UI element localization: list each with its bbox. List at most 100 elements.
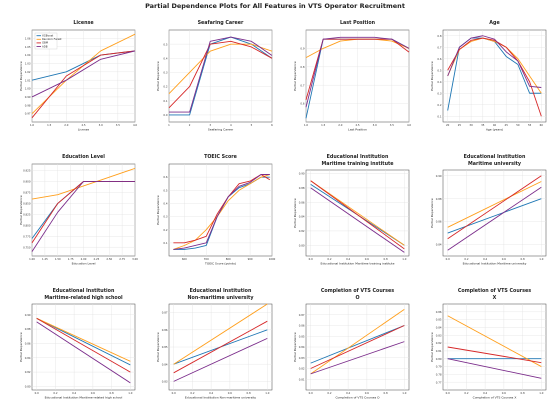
- y-tick-label: 1.02: [25, 70, 31, 74]
- y-axis-label: Partial Dependence: [430, 332, 434, 361]
- x-tick-label: 1.5: [321, 123, 325, 127]
- figure-title: Partial Dependence Plots for All Feature…: [145, 2, 405, 10]
- y-tick-label: 0.82: [25, 370, 31, 374]
- subplot-title: Maritime-related high school: [44, 295, 123, 301]
- x-tick-label: 3.5: [390, 123, 394, 127]
- x-tick-label: 0.8: [247, 391, 251, 395]
- subplot-title: Educational Institution: [190, 288, 252, 294]
- subplot-title: License: [73, 20, 94, 26]
- x-tick-label: 45: [505, 123, 509, 127]
- series-line-gbm: [168, 40, 273, 109]
- x-tick-label: 0.6: [365, 391, 369, 395]
- y-tick-label: 0.84: [162, 362, 168, 366]
- y-tick-label: 0.87: [299, 313, 305, 317]
- y-tick-label: 0.5: [437, 68, 441, 72]
- y-tick-label: 0.5: [163, 42, 167, 46]
- x-tick-label: 0.2: [464, 391, 468, 395]
- subplot-title: Educational Institution: [53, 288, 115, 294]
- y-axis-label: Partial Dependence: [19, 195, 23, 224]
- x-tick-label: 3.0: [373, 123, 377, 127]
- y-tick-label: 0.88: [299, 186, 305, 190]
- y-tick-label: 0.3: [163, 71, 167, 75]
- x-tick-label: 3.0: [99, 123, 103, 127]
- series-line-adb: [173, 337, 268, 382]
- x-tick-label: 0.8: [521, 257, 525, 261]
- y-tick-label: 0.875: [23, 191, 31, 195]
- y-tick-label: 0.4: [163, 56, 167, 60]
- y-tick-label: 0.750: [23, 245, 31, 249]
- y-tick-label: 0.85: [299, 334, 305, 338]
- legend-box: [34, 32, 58, 50]
- x-tick-label: 1.25: [42, 257, 48, 261]
- y-tick-label: 0.86: [299, 200, 305, 204]
- series-line-random-forest: [36, 317, 131, 362]
- series-line-gbm: [36, 317, 131, 373]
- y-tick-label: 0.6: [163, 175, 167, 179]
- y-tick-label: 0.78: [436, 372, 442, 376]
- y-tick-label: 0.88: [25, 327, 31, 331]
- y-tick-label: 0.5: [163, 188, 167, 192]
- series-line-gbm: [310, 180, 405, 250]
- x-tick-label: 1.0: [402, 257, 406, 261]
- x-tick-label: 0.2: [327, 257, 331, 261]
- legend-entry: XGBoost: [42, 34, 53, 38]
- subplot-title: X: [493, 295, 497, 301]
- y-tick-label: 0.86: [25, 342, 31, 346]
- y-tick-label: 0.8: [437, 34, 441, 38]
- series-line-adb: [173, 174, 270, 250]
- x-tick-label: 0.0: [309, 391, 313, 395]
- y-tick-label: 1.05: [25, 45, 31, 49]
- y-tick-label: 0.98: [25, 103, 31, 107]
- x-tick-label: 1.0: [539, 391, 543, 395]
- y-tick-label: 0.86: [299, 324, 305, 328]
- series-line-random-forest: [310, 180, 405, 246]
- y-tick-label: 0.99: [25, 95, 31, 99]
- x-tick-label: 60: [540, 123, 544, 127]
- x-axis-label: Educational Institution Non-maritime uni…: [185, 396, 256, 400]
- x-tick-label: 2.75: [119, 257, 125, 261]
- subplot-title: O: [355, 295, 359, 301]
- y-tick-label: 0.83: [436, 333, 442, 337]
- series-line-random-forest: [168, 43, 273, 95]
- subplot-5: Education Level 0.750 0.775 0.800 0.825 0.850…: [19, 154, 138, 266]
- y-tick-label: 0.81: [436, 349, 442, 353]
- x-tick-label: 0.4: [72, 391, 76, 395]
- series-line-gbm: [31, 50, 136, 119]
- series-line-adb: [447, 35, 542, 88]
- y-tick-label: 0.2: [437, 103, 441, 107]
- series-line-xgboost: [447, 198, 542, 234]
- subplot-title: Maritime training institute: [321, 161, 394, 167]
- y-tick-label: 0.97: [25, 112, 31, 116]
- series-line-random-forest: [310, 309, 405, 375]
- y-axis-label: Partial Dependence: [293, 198, 297, 227]
- x-tick-label: 1.0: [304, 123, 308, 127]
- y-tick-label: 0.1: [437, 114, 441, 118]
- subplot-title: Completion of VTS Courses: [321, 288, 394, 294]
- x-tick-label: 2.5: [81, 123, 85, 127]
- x-axis-label: TOEIC Score (points): [204, 262, 236, 266]
- x-tick-label: 0.0: [309, 257, 313, 261]
- subplot-title: Completion of VTS Courses: [458, 288, 531, 294]
- x-tick-label: 40: [493, 123, 497, 127]
- y-tick-label: 0.88: [436, 197, 442, 201]
- y-tick-label: 0.84: [299, 215, 305, 219]
- y-tick-label: 0.925: [23, 169, 31, 173]
- x-tick-label: 50: [516, 123, 520, 127]
- subplot-title: TOEIC Score: [204, 154, 238, 160]
- y-tick-label: 0.79: [436, 365, 442, 369]
- series-line-gbm: [173, 174, 271, 244]
- x-tick-label: 0.4: [209, 391, 213, 395]
- y-axis-label: Partial Dependence: [430, 61, 434, 90]
- x-axis-label: Education Level: [72, 262, 96, 266]
- y-tick-label: 1.01: [25, 78, 31, 82]
- y-tick-label: 0.3: [437, 91, 441, 95]
- y-tick-label: 0.90: [299, 172, 305, 176]
- series-line-adb: [310, 187, 405, 253]
- legend-entry: GBM: [42, 41, 48, 45]
- y-tick-label: 1.03: [25, 62, 31, 66]
- x-tick-label: 1.0: [128, 391, 132, 395]
- y-tick-label: 0.0: [163, 113, 167, 117]
- subplot-1: License 0.97 0.98 0.99 1.00 1.01 1.02 1.03 1.04 1…: [19, 20, 137, 132]
- y-tick-label: 0.6: [437, 57, 441, 61]
